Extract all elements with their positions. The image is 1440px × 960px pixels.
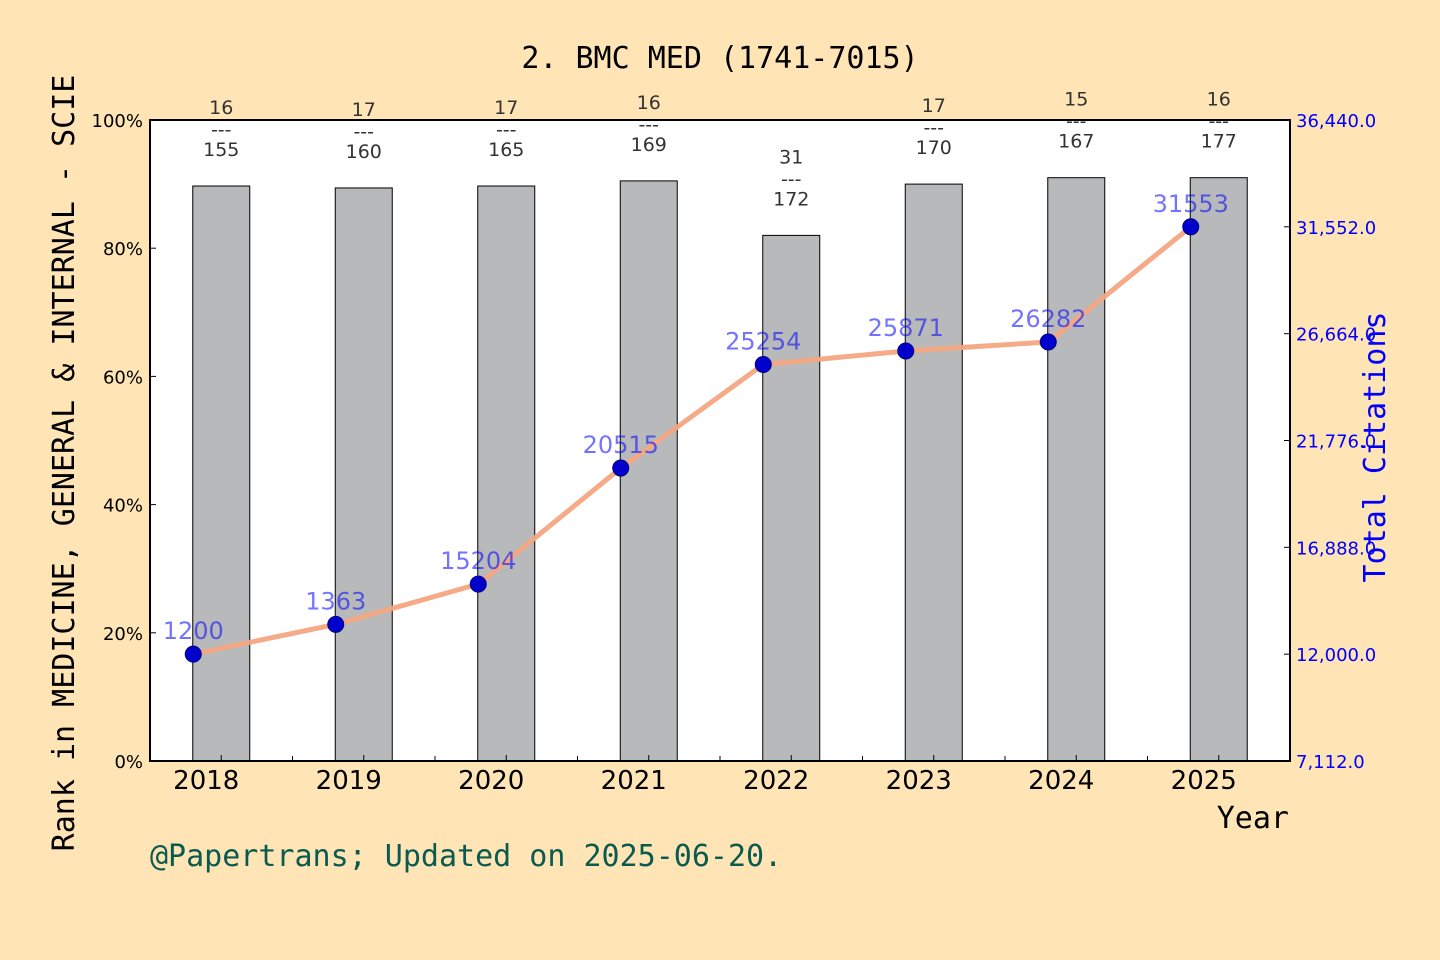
bar-total-label-2022: 172 [773,188,809,210]
bar-2024 [1047,177,1106,762]
bar-2020 [477,185,536,762]
right-tick-label-31552: 31,552.0 [1296,218,1376,239]
right-axis-label: Total Citations [1358,312,1393,583]
bar-2023 [904,183,963,762]
x-tick-label-2024: 2024 [1028,766,1094,796]
citation-point-2024 [1039,333,1057,351]
citation-label-2019: 1363 [305,587,366,615]
right-tick-label-36440: 36,440.0 [1296,111,1376,132]
bar-2021 [619,180,678,762]
line-layer [184,218,1200,663]
citation-point-2018 [184,645,202,663]
citations-line [190,224,1194,657]
bar-divider-2021: --- [638,114,659,136]
citation-point-2023 [897,342,915,360]
left-tick-label-40: 40% [103,496,143,517]
right-tick-label-26664: 26,664.0 [1296,325,1376,346]
bar-divider-2022: --- [781,168,802,190]
bar-rank-label-2021: 16 [637,92,661,114]
left-axis-label: Rank in MEDICINE, GENERAL & INTERNAL - S… [47,75,82,852]
bar-divider-2025: --- [1208,111,1229,133]
plot-area [150,120,1290,761]
citation-point-2022 [754,355,772,373]
bar-total-label-2018: 155 [203,139,239,161]
footer-credit: @Papertrans; Updated on 2025-06-20. [150,839,782,874]
bar-rank-label-2020: 17 [494,97,518,119]
x-tick-label-2021: 2021 [601,766,667,796]
bar-divider-2019: --- [353,121,374,143]
citation-label-2024: 26282 [1010,305,1086,333]
bar-total-label-2020: 165 [488,139,524,161]
x-tick-label-2023: 2023 [886,766,952,796]
bar-total-label-2023: 170 [916,137,952,159]
bar-rank-label-2024: 15 [1064,89,1088,111]
right-tick-label-7112: 7,112.0 [1296,752,1365,773]
axes-layer: 2018 2019 2020 2021 2022 2023 2024 2025 0% 20% 40%… [92,111,1377,796]
citation-point-2021 [612,459,630,477]
bar-rank-label-2022: 31 [779,146,803,168]
bar-2019 [334,187,393,762]
right-tick-label-21776: 21,776.0 [1296,432,1376,453]
left-tick-label-80: 80% [103,239,143,260]
bars-layer [192,177,1248,762]
bar-2022 [762,234,821,762]
bar-divider-2024: --- [1066,111,1087,133]
left-tick-label-20: 20% [103,624,143,645]
citation-label-2018: 1200 [163,617,224,645]
bar-divider-2018: --- [211,119,232,141]
bar-total-label-2024: 167 [1058,131,1094,153]
bar-rank-label-2019: 17 [352,99,376,121]
bar-total-label-2021: 169 [631,134,667,156]
left-tick-label-100: 100% [92,111,143,132]
citation-label-2021: 20515 [583,431,659,459]
citation-point-2020 [469,575,487,593]
citation-label-2025: 31553 [1153,190,1229,218]
bar-total-label-2019: 160 [346,141,382,163]
bar-rank-label-2018: 16 [209,97,233,119]
right-tick-label-16888: 16,888.0 [1296,538,1376,559]
chart-title: 2. BMC MED (1741-7015) [521,41,918,76]
bar-divider-2020: --- [496,119,517,141]
bar-2018 [192,185,251,762]
left-tick-label-0: 0% [114,752,143,773]
x-tick-label-2018: 2018 [173,766,239,796]
x-tick-label-2020: 2020 [458,766,524,796]
x-axis-label: Year [1217,801,1289,836]
citation-point-2019 [327,615,345,633]
bar-rank-label-2025: 16 [1207,89,1231,111]
bar-total-label-2025: 177 [1201,131,1237,153]
citation-label-2023: 25871 [868,314,944,342]
bar-divider-2023: --- [923,117,944,139]
left-tick-label-60: 60% [103,367,143,388]
x-tick-label-2022: 2022 [743,766,809,796]
citation-point-2025 [1182,218,1200,236]
citation-label-2020: 15204 [440,547,516,575]
bar-2025 [1189,177,1248,762]
bar-rank-label-2023: 17 [922,95,946,117]
citation-label-2022: 25254 [725,327,801,355]
x-tick-label-2025: 2025 [1171,766,1237,796]
right-tick-label-12000: 12,000.0 [1296,645,1376,666]
x-tick-label-2019: 2019 [316,766,382,796]
labels-layer: 16---15517---16017---16516---16931---172… [163,89,1237,645]
